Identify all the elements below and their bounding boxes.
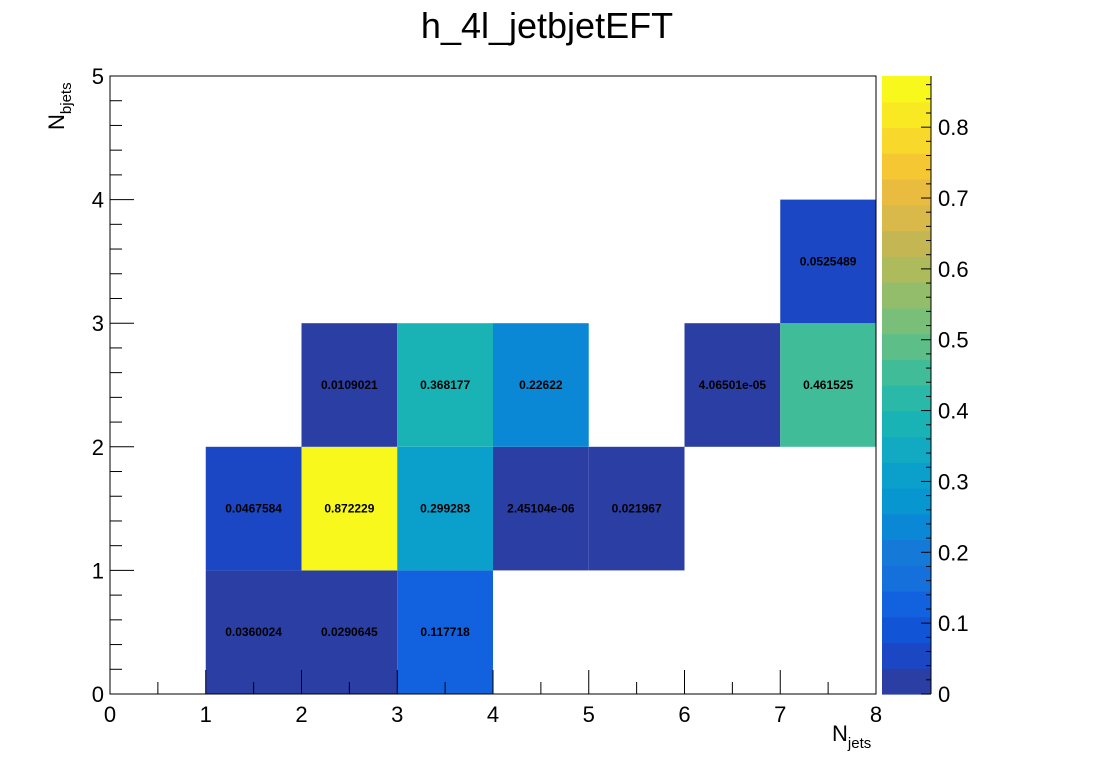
heatmap-cell xyxy=(301,570,398,694)
color-scale-tick-label: 0.3 xyxy=(938,469,969,494)
cell-value-label: 0.117718 xyxy=(420,625,470,639)
color-scale-segment xyxy=(882,256,931,283)
heatmap-cell xyxy=(397,323,493,447)
heatmap-cell xyxy=(205,446,302,571)
heatmap-cell xyxy=(684,323,781,447)
y-tick-label: 1 xyxy=(92,558,104,583)
color-scale-tick-label: 0.2 xyxy=(938,540,969,565)
color-scale-segment xyxy=(882,616,931,644)
color-scale-segment xyxy=(882,668,931,695)
cell-value-label: 0.461525 xyxy=(803,378,853,392)
heatmap-cell xyxy=(397,446,493,571)
x-tick-label: 0 xyxy=(104,702,116,727)
y-tick-label: 2 xyxy=(92,435,104,460)
color-scale-tick-label: 0.5 xyxy=(938,328,969,353)
cell-value-label: 0.22622 xyxy=(519,378,563,392)
color-scale-tick-label: 0.1 xyxy=(938,611,969,636)
cell-value-label: 0.021967 xyxy=(612,502,662,516)
y-tick-label: 0 xyxy=(92,682,104,707)
cell-value-label: 0.0290645 xyxy=(321,625,378,639)
cell-labels: 0.0360024 0.0290645 0.117718 0.0467584 0.872… xyxy=(225,254,857,639)
y-tick-label: 3 xyxy=(92,311,104,336)
heatmap-cell xyxy=(493,323,589,447)
color-scale-tick-label: 0.6 xyxy=(938,257,969,282)
heatmap-cells xyxy=(205,199,876,694)
color-scale-tick-label: 0.7 xyxy=(938,186,969,211)
color-scale-tick-label: 0.4 xyxy=(938,399,969,424)
x-axis: 0 1 2 3 4 5 6 7 8 xyxy=(104,670,882,727)
color-scale-segment xyxy=(882,513,931,541)
y-axis-label-sub: bjets xyxy=(58,82,75,114)
cell-value-label: 0.0525489 xyxy=(800,254,857,268)
color-scale-segment xyxy=(882,488,931,515)
color-scale-segment xyxy=(882,385,931,412)
x-tick-label: 4 xyxy=(487,702,499,727)
heatmap-cell xyxy=(493,446,589,571)
x-axis-label-sub: jets xyxy=(847,735,871,752)
y-tick-label: 5 xyxy=(92,64,104,89)
color-scale-segment xyxy=(882,410,931,438)
heatmap-cell xyxy=(301,323,398,447)
color-scale-segment xyxy=(882,462,931,489)
heatmap-cell xyxy=(588,446,685,571)
x-tick-label: 5 xyxy=(583,702,595,727)
cell-value-label: 4.06501e-05 xyxy=(699,378,767,392)
color-scale-tick-label: 0.8 xyxy=(938,115,969,140)
x-tick-label: 6 xyxy=(678,702,690,727)
x-tick-label: 1 xyxy=(200,702,212,727)
y-axis-label-main: N xyxy=(44,114,69,130)
y-axis: 0 1 2 3 4 5 xyxy=(92,64,134,707)
x-axis-label-main: N xyxy=(832,721,848,746)
y-tick-label: 4 xyxy=(92,188,104,213)
chart-title: h_4l_jetbjetEFT xyxy=(421,5,673,46)
x-axis-label: Njets xyxy=(832,721,871,752)
y-axis-label: Nbjets xyxy=(44,82,75,130)
x-tick-label: 8 xyxy=(870,702,882,727)
color-scale-segment xyxy=(882,127,931,154)
color-scale-segment xyxy=(882,591,931,618)
color-scale-segment xyxy=(882,436,931,463)
heatmap-cell xyxy=(780,323,876,447)
heatmap-cell xyxy=(397,570,493,694)
cell-value-label: 0.872229 xyxy=(324,502,374,516)
color-scale-segment xyxy=(882,101,931,129)
color-scale-segment xyxy=(882,282,931,309)
color-scale-segment xyxy=(882,204,931,232)
color-scale-segment xyxy=(882,359,931,386)
cell-value-label: 2.45104e-06 xyxy=(507,502,575,516)
cell-value-label: 0.299283 xyxy=(420,502,470,516)
color-scale: 0 0.1 0.2 0.3 0.4 0.5 0.6 0.7 0.8 xyxy=(882,76,969,707)
heatmap-cell xyxy=(780,199,876,324)
cell-value-label: 0.0467584 xyxy=(225,502,282,516)
color-scale-segment xyxy=(882,76,931,103)
heatmap-cell xyxy=(301,446,398,571)
heatmap-cell xyxy=(205,570,302,694)
color-scale-segment xyxy=(882,307,931,335)
color-scale-tick-label: 0 xyxy=(938,682,950,707)
color-scale-segment xyxy=(882,333,931,360)
color-scale-segment xyxy=(882,642,931,669)
x-tick-label: 7 xyxy=(774,702,786,727)
color-scale-segment xyxy=(882,179,931,206)
cell-value-label: 0.368177 xyxy=(420,378,470,392)
cell-value-label: 0.0109021 xyxy=(321,378,378,392)
x-tick-label: 2 xyxy=(295,702,307,727)
cell-value-label: 0.0360024 xyxy=(225,625,282,639)
color-scale-segment xyxy=(882,230,931,257)
color-scale-segment xyxy=(882,153,931,180)
color-scale-segment xyxy=(882,565,931,592)
x-tick-label: 3 xyxy=(391,702,403,727)
